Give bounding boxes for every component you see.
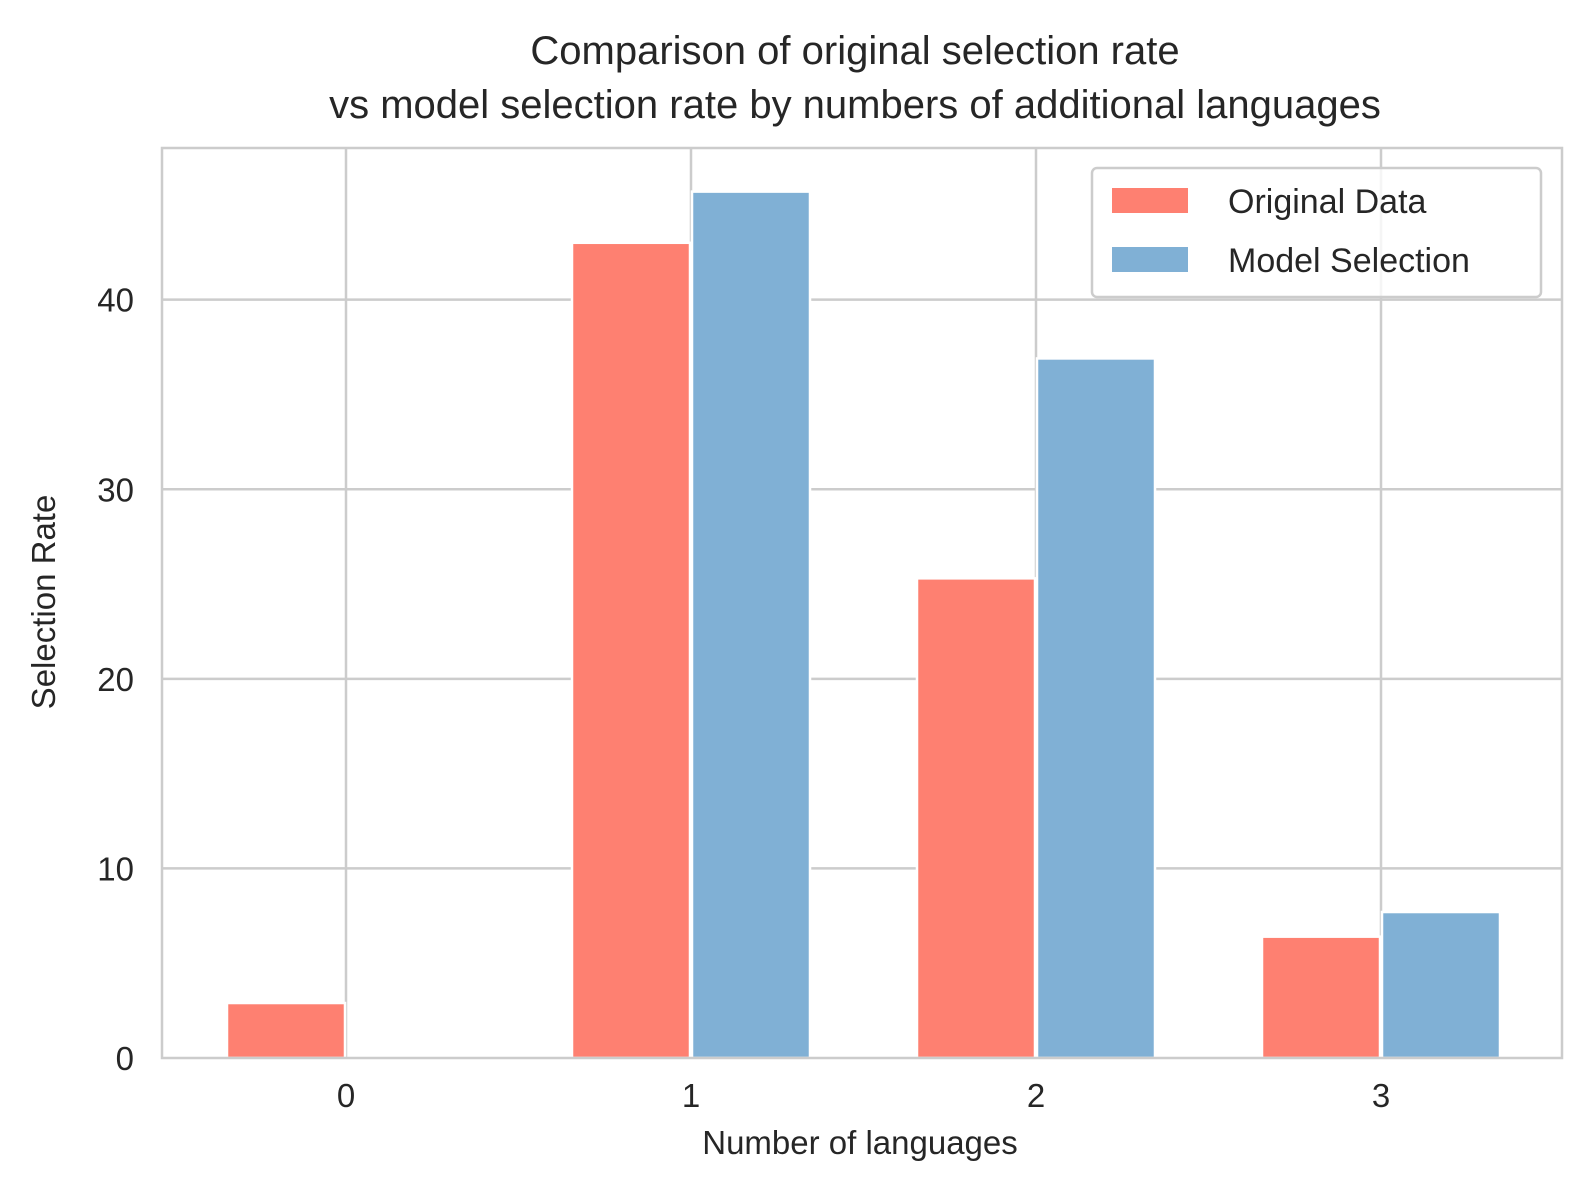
- legend: Original Data Model Selection: [1090, 166, 1543, 299]
- y-tick-label: 10: [97, 850, 134, 887]
- legend-label-model-selection: Model Selection: [1228, 242, 1470, 280]
- chart-title-line-2: vs model selection rate by numbers of ad…: [329, 83, 1381, 127]
- bar-original-data-0: [225, 1001, 347, 1060]
- bar-model-selection-1: [690, 190, 812, 1060]
- legend-box: [1090, 166, 1543, 299]
- plot-frame: [160, 146, 1564, 1060]
- bar-original-data-3: [1260, 935, 1382, 1060]
- bars-layer: [225, 190, 1502, 1060]
- y-tick-label: 0: [116, 1040, 134, 1077]
- chart-title-line-1: Comparison of original selection rate: [530, 29, 1179, 73]
- bar-original-data-2: [915, 577, 1037, 1060]
- legend-swatch-original-data: [1112, 188, 1188, 213]
- x-tick-label: 0: [337, 1077, 355, 1114]
- legend-label-original-data: Original Data: [1228, 183, 1427, 221]
- y-tick-label: 20: [97, 661, 134, 698]
- x-axis-label: Number of languages: [702, 1124, 1018, 1161]
- bar-original-data-1: [570, 241, 692, 1060]
- bar-model-selection-3: [1380, 910, 1502, 1060]
- y-axis-label: Selection Rate: [25, 495, 62, 710]
- legend-swatch-model-selection: [1112, 247, 1188, 272]
- y-tick-label: 40: [97, 282, 134, 319]
- y-tick-label: 30: [97, 471, 134, 508]
- x-tick-label: 3: [1372, 1077, 1390, 1114]
- x-tick-label: 2: [1027, 1077, 1045, 1114]
- bar-model-selection-2: [1035, 357, 1157, 1060]
- x-tick-label: 1: [682, 1077, 700, 1114]
